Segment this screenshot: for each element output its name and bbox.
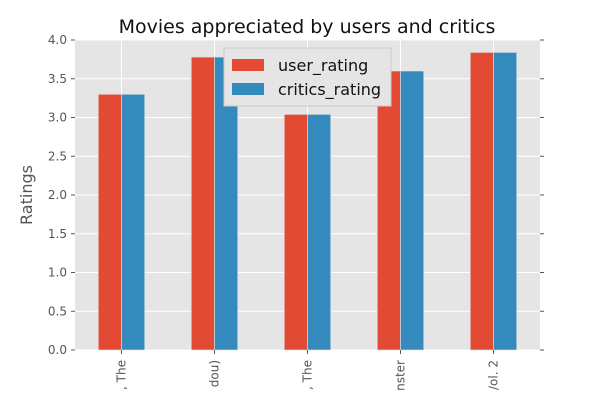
legend-label-critics-rating: critics_rating [278, 80, 381, 100]
bars [97, 52, 518, 351]
bar-critics-rating [493, 52, 518, 351]
bar-critics-rating [121, 93, 146, 351]
y-tick-label: 2.0 [48, 188, 67, 202]
x-tick-label: nster [394, 360, 408, 391]
legend-label-user-rating: user_rating [278, 56, 368, 76]
legend-box [223, 47, 392, 107]
legend: user_rating critics_rating [223, 47, 392, 107]
x-tick-label: , The [301, 360, 315, 390]
x-axis: , The dou) , The nster/ol. 2 [115, 350, 501, 391]
bar-critics-rating [307, 114, 332, 351]
y-tick-label: 3.5 [48, 72, 67, 86]
bar-user-rating [469, 52, 494, 351]
chart-title: Movies appreciated by users and critics [119, 16, 496, 38]
bar-critics-rating [400, 70, 425, 351]
bar-user-rating [283, 114, 308, 351]
bar-user-rating [376, 70, 401, 351]
legend-swatch-critics-rating [232, 83, 264, 95]
y-tick-label: 0.5 [48, 304, 67, 318]
y-tick-label: 2.5 [48, 149, 67, 163]
y-tick-label: 1.0 [48, 266, 67, 280]
y-tick-label: 0.0 [48, 343, 67, 357]
y-tick-label: 4.0 [48, 33, 67, 47]
y-axis-label: Ratings [17, 165, 36, 225]
y-tick-label: 1.5 [48, 227, 67, 241]
bar-user-rating [97, 93, 122, 351]
legend-swatch-user-rating [232, 59, 264, 71]
x-tick-label: , The [115, 360, 129, 390]
x-tick-label: /ol. 2 [487, 360, 501, 390]
x-tick-label: dou) [208, 360, 222, 387]
y-axis: 0.0 0.5 1.0 1.5 2.0 2.5 3.0 3.5 4.0 [48, 33, 544, 357]
y-tick-label: 3.0 [48, 111, 67, 125]
bar-user-rating [190, 56, 215, 351]
